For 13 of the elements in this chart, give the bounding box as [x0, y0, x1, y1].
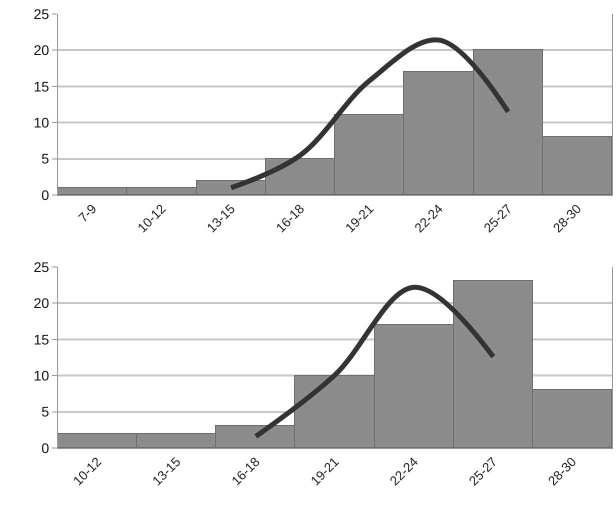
- y-tick-label: 25: [34, 6, 50, 22]
- y-tick-label: 0: [41, 186, 50, 203]
- y-tick-label: 0: [41, 440, 50, 456]
- y-tick-label: 10: [34, 114, 50, 130]
- y-tick-label: 15: [34, 331, 50, 348]
- y-tick-label: 20: [34, 295, 50, 312]
- y-tick-label: 20: [34, 42, 50, 58]
- y-tick-label: 25: [34, 258, 50, 275]
- y-tick-label: 5: [41, 404, 50, 420]
- x-tick-label: 7-9: [75, 201, 100, 226]
- y-tick-label: 10: [34, 368, 50, 384]
- y-tick-label: 5: [41, 150, 50, 167]
- y-tick-label: 15: [34, 78, 50, 94]
